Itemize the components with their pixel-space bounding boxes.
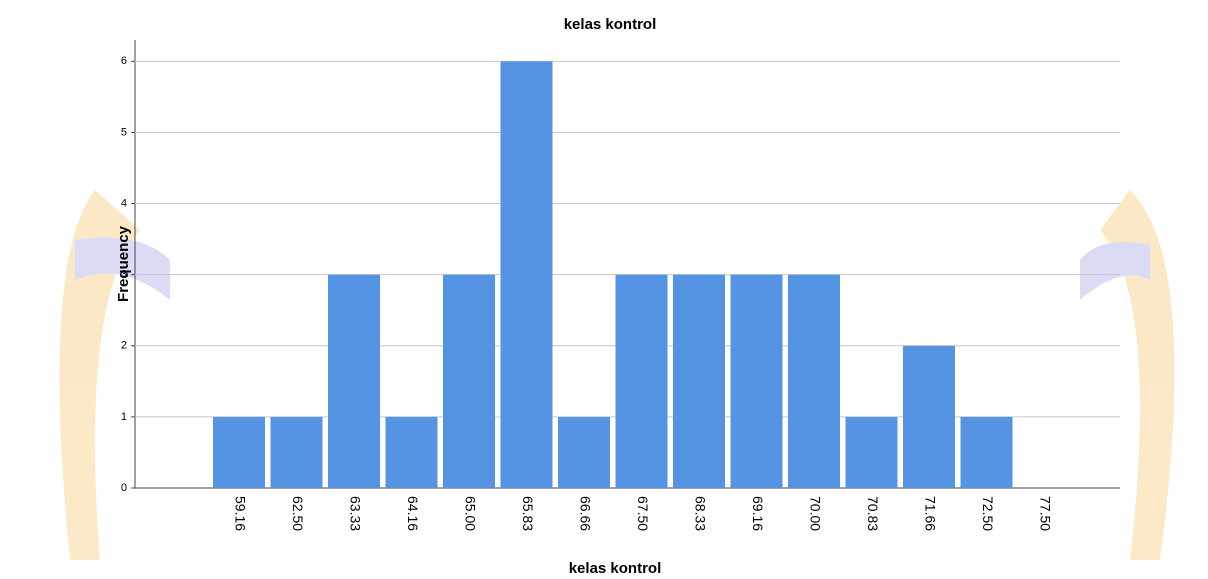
x-tick-label: 65.00 [462,496,478,531]
bar [443,275,495,488]
bar [961,417,1013,488]
bar [616,275,668,488]
x-axis-label: kelas kontrol [569,560,662,577]
x-tick-label: 62.50 [290,496,306,531]
bar [271,417,323,488]
x-tick-label: 64.16 [405,496,421,531]
bar [213,417,265,488]
chart: kelas kontrol kelas kontrol Frequency 0 1… [0,0,1208,579]
bar [846,417,898,488]
bar [386,417,438,488]
bar [903,346,955,488]
y-tick-label: 1 [121,411,127,423]
y-tick-label: 3 [121,269,127,281]
y-axis-label: Frequency [115,225,132,302]
chart-title: kelas kontrol [564,16,657,33]
bar [788,275,840,488]
y-tick-label: 2 [121,340,127,352]
y-tick-label: 4 [121,197,127,209]
bar [731,275,783,488]
y-tick-label: 5 [121,126,127,138]
x-tick-label: 77.50 [1037,496,1053,531]
y-tick-label: 0 [121,482,127,494]
x-tick-label: 71.66 [922,496,938,531]
x-tick-label: 67.50 [635,496,651,531]
x-tick-label: 72.50 [980,496,996,531]
y-tick-label: 6 [121,55,127,67]
x-tick-label: 63.33 [347,496,363,531]
x-tick-label: 66.66 [577,496,593,531]
x-tick-label: 70.00 [807,496,823,531]
x-tick-label: 65.83 [520,496,536,531]
bar [673,275,725,488]
bar [558,417,610,488]
bar [501,61,553,488]
x-tick-label: 68.33 [692,496,708,531]
x-tick-label: 59.16 [232,496,248,531]
x-tick-label: 69.16 [750,496,766,531]
bar [328,275,380,488]
x-tick-label: 70.83 [865,496,881,531]
